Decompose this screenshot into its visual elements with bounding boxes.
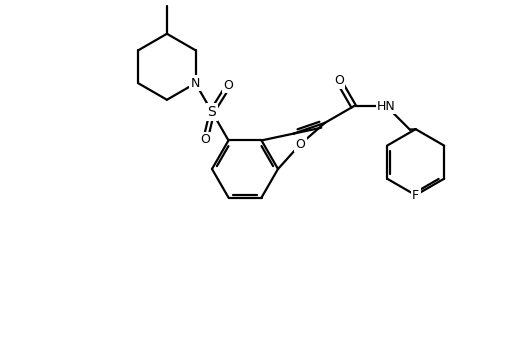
Text: O: O	[223, 79, 233, 92]
Text: O: O	[201, 133, 210, 146]
Text: F: F	[412, 189, 419, 202]
Text: N: N	[191, 77, 200, 90]
Text: O: O	[334, 74, 344, 87]
Text: O: O	[295, 138, 305, 151]
Text: S: S	[208, 105, 216, 119]
Text: HN: HN	[377, 100, 396, 113]
